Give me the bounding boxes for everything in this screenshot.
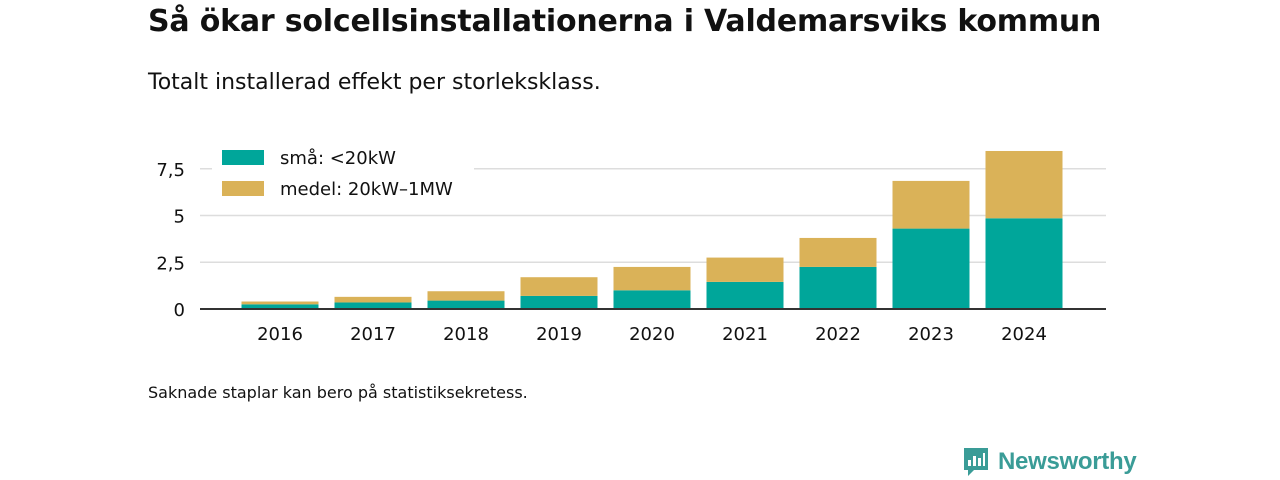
bar-segment-medium [706, 257, 784, 282]
bar-segment-small [241, 304, 319, 309]
x-tick-label: 2016 [257, 324, 303, 345]
y-tick-label: 2,5 [156, 253, 185, 274]
legend-swatch [222, 150, 264, 165]
brand-logo: Newsworthy [962, 446, 1137, 478]
bar-segment-small [613, 290, 691, 309]
legend-label: små: <20kW [280, 148, 396, 169]
x-tick-label: 2017 [350, 324, 396, 345]
y-tick-label: 0 [174, 300, 185, 321]
bar-segment-small [427, 300, 505, 309]
bar-segment-medium [892, 180, 970, 229]
legend-swatch [222, 181, 264, 196]
newsworthy-logo-icon [964, 448, 988, 476]
bar-segment-small [892, 228, 970, 309]
brand-name: Newsworthy [998, 448, 1137, 475]
bar-segment-medium [427, 291, 505, 301]
x-tick-label: 2020 [629, 324, 675, 345]
bar-segment-small [520, 295, 598, 309]
x-tick-label: 2019 [536, 324, 582, 345]
x-tick-label: 2018 [443, 324, 489, 345]
bar-segment-small [706, 281, 784, 309]
bar-segment-medium [799, 237, 877, 267]
bar-segment-small [985, 218, 1063, 309]
bar-segment-medium [241, 301, 319, 305]
bar-segment-medium [520, 277, 598, 296]
bar-segment-medium [985, 150, 1063, 219]
chart-subtitle: Totalt installerad effekt per storlekskl… [148, 70, 601, 95]
footnote: Saknade staplar kan bero på statistiksek… [148, 383, 528, 402]
x-tick-label: 2021 [722, 324, 768, 345]
bar-segment-medium [334, 296, 412, 303]
bar-segment-medium [613, 266, 691, 291]
y-tick-label: 5 [174, 207, 185, 228]
stacked-bar-chart: 0 2,5 5 7,5 2016 2017 2018 2019 2020 2021 2022 2023… [156, 148, 1106, 345]
legend-label: medel: 20kW–1MW [280, 179, 453, 200]
x-tick-label: 2024 [1001, 324, 1047, 345]
y-tick-label: 7,5 [156, 160, 185, 181]
chart-title: Så ökar solcellsinstallationerna i Valde… [148, 4, 1102, 39]
bar-segment-small [799, 266, 877, 309]
x-tick-label: 2022 [815, 324, 861, 345]
x-tick-label: 2023 [908, 324, 954, 345]
bar-segment-small [334, 302, 412, 309]
